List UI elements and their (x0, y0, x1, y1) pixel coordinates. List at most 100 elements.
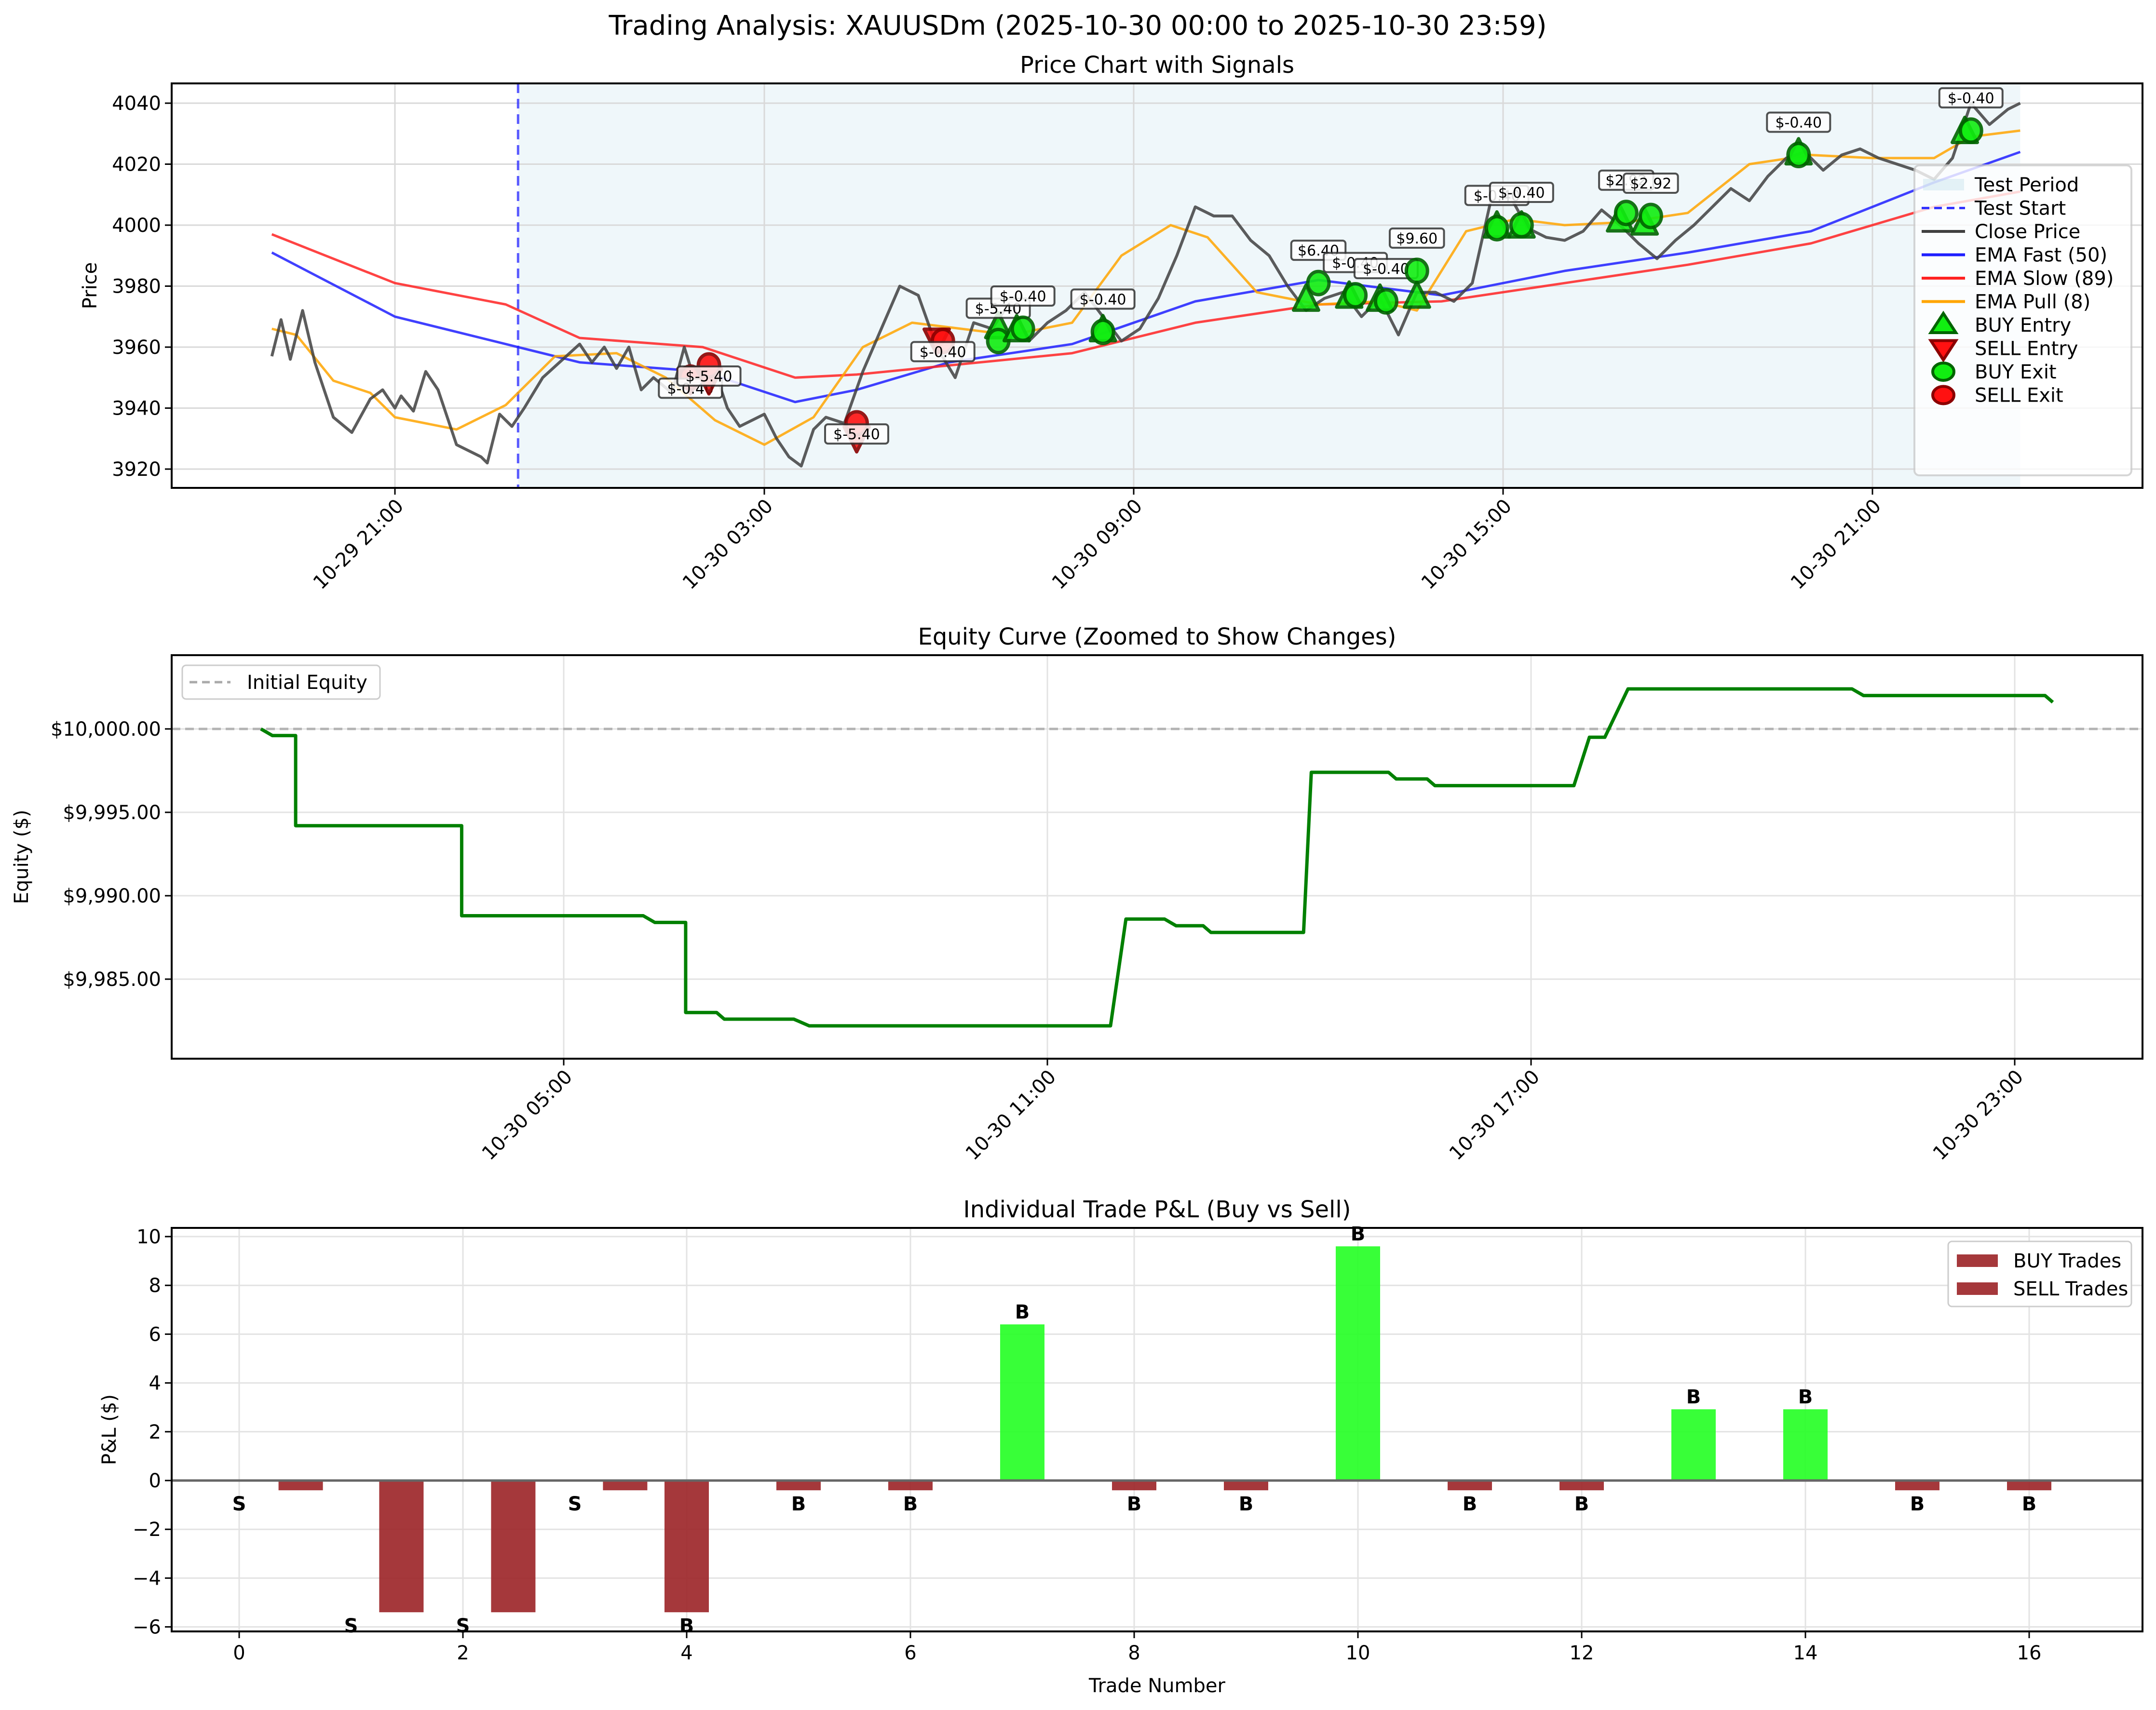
trade-side-label: B (1463, 1493, 1478, 1515)
x-tick-label: 10 (1346, 1642, 1370, 1664)
legend-label: SELL Exit (1975, 385, 2063, 407)
loss-bar (776, 1481, 821, 1491)
trade-side-label: B (791, 1493, 806, 1515)
loss-bar (1448, 1481, 1492, 1491)
trade-side-label: B (1127, 1493, 1142, 1515)
trade-side-label: S (568, 1493, 582, 1515)
legend-label: Initial Equity (247, 672, 367, 694)
legend-label: SELL Entry (1975, 338, 2078, 360)
legend-label: EMA Pull (8) (1975, 291, 2090, 313)
x-tick-label: 14 (1793, 1642, 1818, 1664)
trade-side-label: B (1239, 1493, 1254, 1515)
trade-side-label: B (1798, 1386, 1813, 1408)
trade-pnl-annotation: $-0.40 (1000, 288, 1046, 305)
y-tick-label: 3940 (112, 398, 161, 420)
equity-chart-title: Equity Curve (Zoomed to Show Changes) (918, 623, 1397, 650)
legend-label: Test Period (1974, 174, 2079, 196)
trade-side-label: B (1351, 1223, 1366, 1245)
x-tick-label: 16 (2017, 1642, 2042, 1664)
buy-exit-marker (1404, 257, 1429, 284)
buy-exit-marker (1958, 117, 1983, 144)
win-bar (1336, 1246, 1380, 1481)
legend-label: EMA Slow (89) (1975, 268, 2114, 290)
trade-side-label: S (232, 1493, 246, 1515)
price-chart-title: Price Chart with Signals (1020, 52, 1294, 79)
trade-side-label: B (1686, 1386, 1701, 1408)
y-tick-label: 3960 (112, 337, 161, 359)
x-tick-label: 8 (1128, 1642, 1140, 1664)
axes-frame (171, 654, 2143, 1060)
equity-line (260, 687, 2054, 1028)
x-tick-label: 10-30 15:00 (1417, 495, 1516, 594)
plot-area (172, 1228, 2142, 1631)
trade-pnl-annotation: $9.60 (1396, 230, 1437, 247)
x-tick-label: 4 (680, 1642, 692, 1664)
legend-swatch-buy-exit (1931, 362, 1955, 382)
trade-side-label: B (1910, 1493, 1925, 1515)
y-tick-label: $9,985.00 (63, 969, 161, 991)
trade-annotation-box (1389, 227, 1445, 249)
figure-title: Trading Analysis: XAUUSDm (2025-10-30 00… (608, 10, 1546, 41)
y-tick-label: 10 (136, 1226, 161, 1248)
trade-pnl-annotation: $-0.40 (1363, 261, 1410, 278)
trade-annotation-box (1766, 111, 1831, 133)
buy-exit-marker (1638, 202, 1663, 229)
buy-entry-marker (1291, 283, 1320, 312)
legend-label: SELL Trades (2013, 1278, 2128, 1300)
y-tick-label: 4000 (112, 215, 161, 237)
y-tick-label: 3980 (112, 276, 161, 298)
y-tick-label: $9,995.00 (63, 802, 161, 824)
y-axis-label: Equity ($) (11, 810, 33, 904)
trade-side-label: B (1015, 1301, 1030, 1323)
trade-annotation-box (1070, 288, 1136, 310)
y-tick-label: 4 (149, 1373, 161, 1395)
loss-bar (664, 1481, 709, 1613)
loss-bar (278, 1481, 323, 1491)
legend-label: EMA Fast (50) (1975, 244, 2107, 267)
equity-curve-panel: $9,985.00 $9,990.00 $9,995.00 $10,000.00 10-… (11, 623, 2143, 1165)
plot-area (172, 655, 2142, 1059)
trade-annotation-box (676, 365, 742, 387)
trade-side-label: B (903, 1493, 918, 1515)
trade-side-label: S (456, 1615, 470, 1637)
y-tick-label: −4 (133, 1567, 161, 1589)
y-axis-label: P&L ($) (98, 1394, 121, 1465)
trade-pnl-annotation: $-0.40 (1080, 291, 1126, 308)
win-bar (1671, 1409, 1716, 1481)
loss-bar (1224, 1481, 1268, 1491)
legend-swatch-sell-exit (1931, 385, 1955, 405)
loss-bar (379, 1481, 424, 1613)
loss-bar (603, 1481, 648, 1491)
close-priceline (270, 102, 2021, 468)
x-tick-label: 10-30 21:00 (1787, 495, 1885, 594)
x-tick-label: 0 (233, 1642, 245, 1664)
trade-pnl-panel: −6 −4 −2 0 2 4 6 8 10 0 2 4 6 8 10 12 14 16 S S S S B B B B B B B B B B… (98, 1196, 2143, 1697)
ema-slow-89-line (271, 190, 2020, 379)
legend-swatch-buy-entry (1928, 310, 1959, 334)
legend-swatch-sell-entry (1928, 339, 1959, 363)
trade-annotation-box (910, 341, 976, 363)
buy-exit-marker (1373, 288, 1398, 315)
y-axis-label: Price (79, 262, 101, 310)
x-tick-label: 10-30 05:00 (478, 1066, 577, 1165)
loss-bar (491, 1481, 536, 1613)
trade-annotation-box (824, 423, 889, 445)
win-bar (1783, 1409, 1828, 1481)
y-tick-label: $9,990.00 (63, 885, 161, 907)
buy-exit-marker (1614, 200, 1639, 227)
x-tick-label: 10-30 11:00 (962, 1066, 1060, 1165)
y-tick-label: 6 (149, 1323, 161, 1346)
price-chart-panel: 3920 3940 3960 3980 4000 4020 4040 10-29 21:00 1… (79, 52, 2143, 594)
legend-box (181, 664, 381, 700)
legend-swatch (1957, 1254, 1998, 1267)
trade-side-label: B (679, 1615, 694, 1637)
y-tick-label: 4020 (112, 154, 161, 176)
buy-exit-marker (1306, 269, 1331, 296)
loss-bar (888, 1481, 933, 1491)
trade-pnl-annotation: $-0.40 (1948, 90, 1994, 107)
buy-exit-marker (1090, 318, 1115, 345)
buy-exit-marker (1010, 315, 1035, 342)
legend-label: BUY Trades (2013, 1250, 2121, 1272)
loss-bar (1895, 1481, 1939, 1491)
